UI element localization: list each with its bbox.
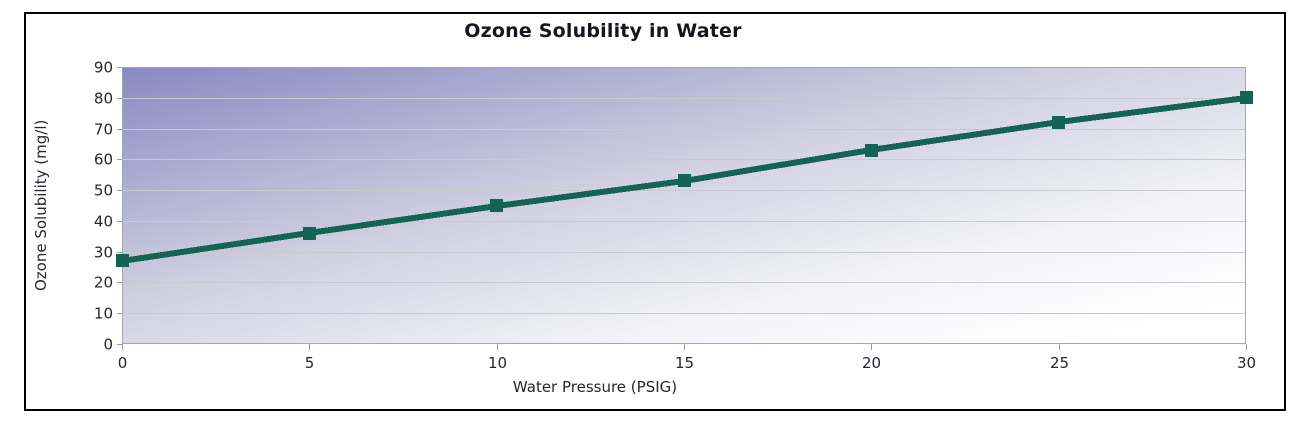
y-axis-title: Ozone Solubility (mg/l) [32, 119, 50, 292]
x-tick-label: 20 [862, 354, 881, 372]
x-tick-label: 30 [1237, 354, 1256, 372]
y-tick-label: 10 [94, 305, 113, 323]
y-tick-label: 60 [94, 151, 113, 169]
data-point-marker [1240, 91, 1253, 104]
x-tick-label: 10 [488, 354, 507, 372]
data-point-marker [678, 174, 691, 187]
y-tick-label: 30 [94, 244, 113, 262]
plot-area: 0 10 20 30 40 50 60 70 80 90 0 5 10 15 20 25 30 [94, 59, 1256, 373]
data-point-marker [490, 199, 503, 212]
y-tick-label: 80 [94, 90, 113, 108]
x-axis-title: Water Pressure (PSIG) [512, 378, 678, 396]
data-point-marker [865, 144, 878, 157]
y-tick-label: 0 [103, 336, 113, 354]
x-tick-label: 25 [1050, 354, 1069, 372]
x-tick-label: 0 [118, 354, 128, 372]
data-point-marker [303, 227, 316, 240]
x-tick-label: 15 [675, 354, 694, 372]
y-tick-label: 50 [94, 182, 113, 200]
chart-title: Ozone Solubility in Water [464, 20, 742, 42]
x-tick-label: 5 [305, 354, 315, 372]
y-tick-label: 20 [94, 274, 113, 292]
data-point-marker [1052, 116, 1065, 129]
y-tick-label: 70 [94, 121, 113, 139]
y-tick-label: 40 [94, 213, 113, 231]
data-point-marker [116, 254, 129, 267]
plot-border [122, 67, 1246, 344]
plot-background [122, 67, 1246, 344]
y-tick-label: 90 [94, 59, 113, 77]
chart-frame: 0 10 20 30 40 50 60 70 80 90 0 5 10 15 20 25 30 Ozone So… [24, 12, 1286, 411]
